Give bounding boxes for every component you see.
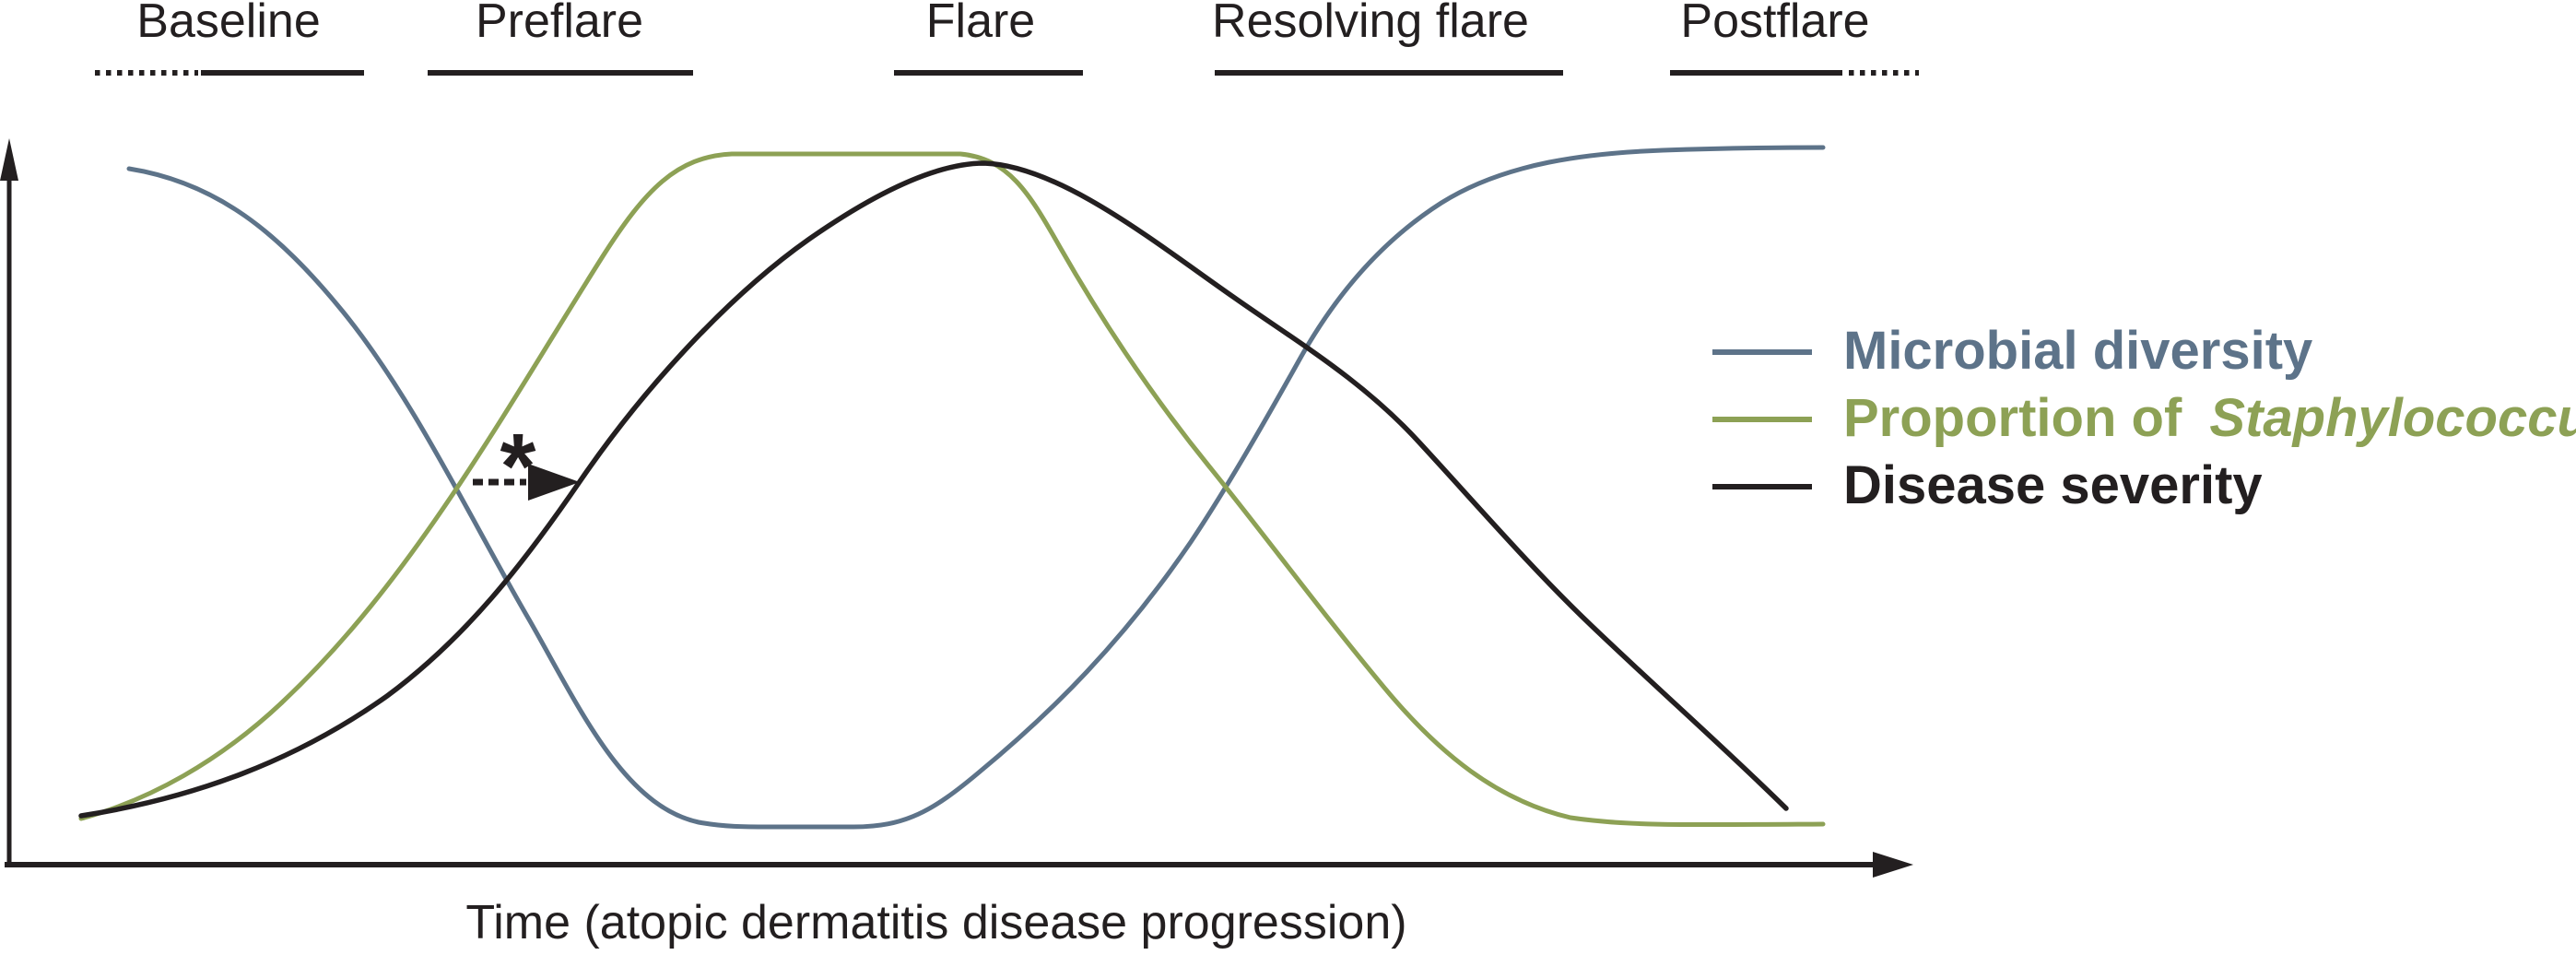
y-axis-arrowhead-icon [0,138,18,181]
phase-label-baseline: Baseline [136,0,320,48]
annotation-group: * [473,415,580,518]
legend-label-microbial-diversity: Microbial diversity [1843,321,2312,381]
annotation-arrowhead-icon [528,464,580,501]
phase-label-preflare: Preflare [476,0,643,48]
curve-disease-severity [78,160,1789,819]
x-axis-arrowhead-icon [1873,852,1913,878]
legend: Microbial diversity Proportion of Staphy… [1712,321,2576,515]
phase-label-flare: Flare [926,0,1035,48]
legend-label-genus-italic: Staphylococcus [2209,388,2576,448]
legend-label-prefix: Proportion of [1843,388,2182,448]
phase-label-postflare: Postflare [1680,0,1869,48]
curve-microbial-diversity [126,145,1826,830]
x-axis-title: Time (atopic dermatitis disease progress… [465,896,1406,949]
axes [0,138,1913,878]
curve-proportion-staphylococcus [78,151,1826,828]
legend-label-disease-severity: Disease severity [1843,455,2263,515]
legend-label-proportion-staphylococcus: Proportion of Staphylococcus [1843,388,2576,448]
phase-label-resolving-flare: Resolving flare [1212,0,1529,48]
